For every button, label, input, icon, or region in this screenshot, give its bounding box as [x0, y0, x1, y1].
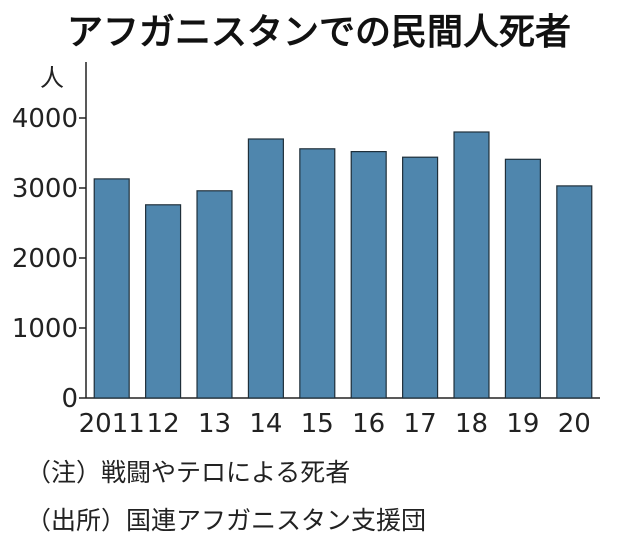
x-tick-label: 17: [404, 409, 437, 439]
y-axis-unit: 人: [40, 64, 64, 92]
x-tick-label: 19: [506, 409, 539, 439]
x-tick-label: 2011: [79, 409, 145, 439]
bar-12: [145, 204, 182, 399]
chart-title: アフガニスタンでの民間人死者: [67, 12, 571, 53]
bar-14: [247, 138, 284, 399]
bar-20: [556, 185, 593, 399]
bars-group: [93, 131, 593, 399]
x-tick-label: 12: [147, 409, 180, 439]
x-tick-label: 18: [455, 409, 488, 439]
x-tick-label: 15: [301, 409, 334, 439]
y-tick-label: 2000: [12, 244, 78, 274]
bar-13: [196, 190, 233, 399]
y-tick-label: 1000: [12, 314, 78, 344]
bar-19: [504, 158, 541, 399]
bar-17: [402, 156, 439, 399]
bar-2011: [93, 178, 130, 399]
bar-18: [453, 131, 490, 399]
x-tick-label: 13: [198, 409, 231, 439]
x-tick-label: 14: [249, 409, 282, 439]
y-tick-label: 4000: [12, 104, 78, 134]
x-tick-label: 16: [352, 409, 385, 439]
y-tick-label: 0: [61, 384, 78, 414]
x-tick-label: 20: [558, 409, 591, 439]
source-text: （出所）国連アフガニスタン支援団: [26, 506, 426, 535]
y-tick-labels: 0 1000 2000 3000 4000: [12, 104, 86, 414]
bar-15: [299, 148, 336, 399]
y-tick-label: 3000: [12, 174, 78, 204]
note-text: （注）戦闘やテロによる死者: [26, 458, 350, 487]
x-tick-labels: 2011 12 13 14 15 16 17 18 19 20: [79, 409, 591, 439]
bar-16: [350, 151, 387, 399]
